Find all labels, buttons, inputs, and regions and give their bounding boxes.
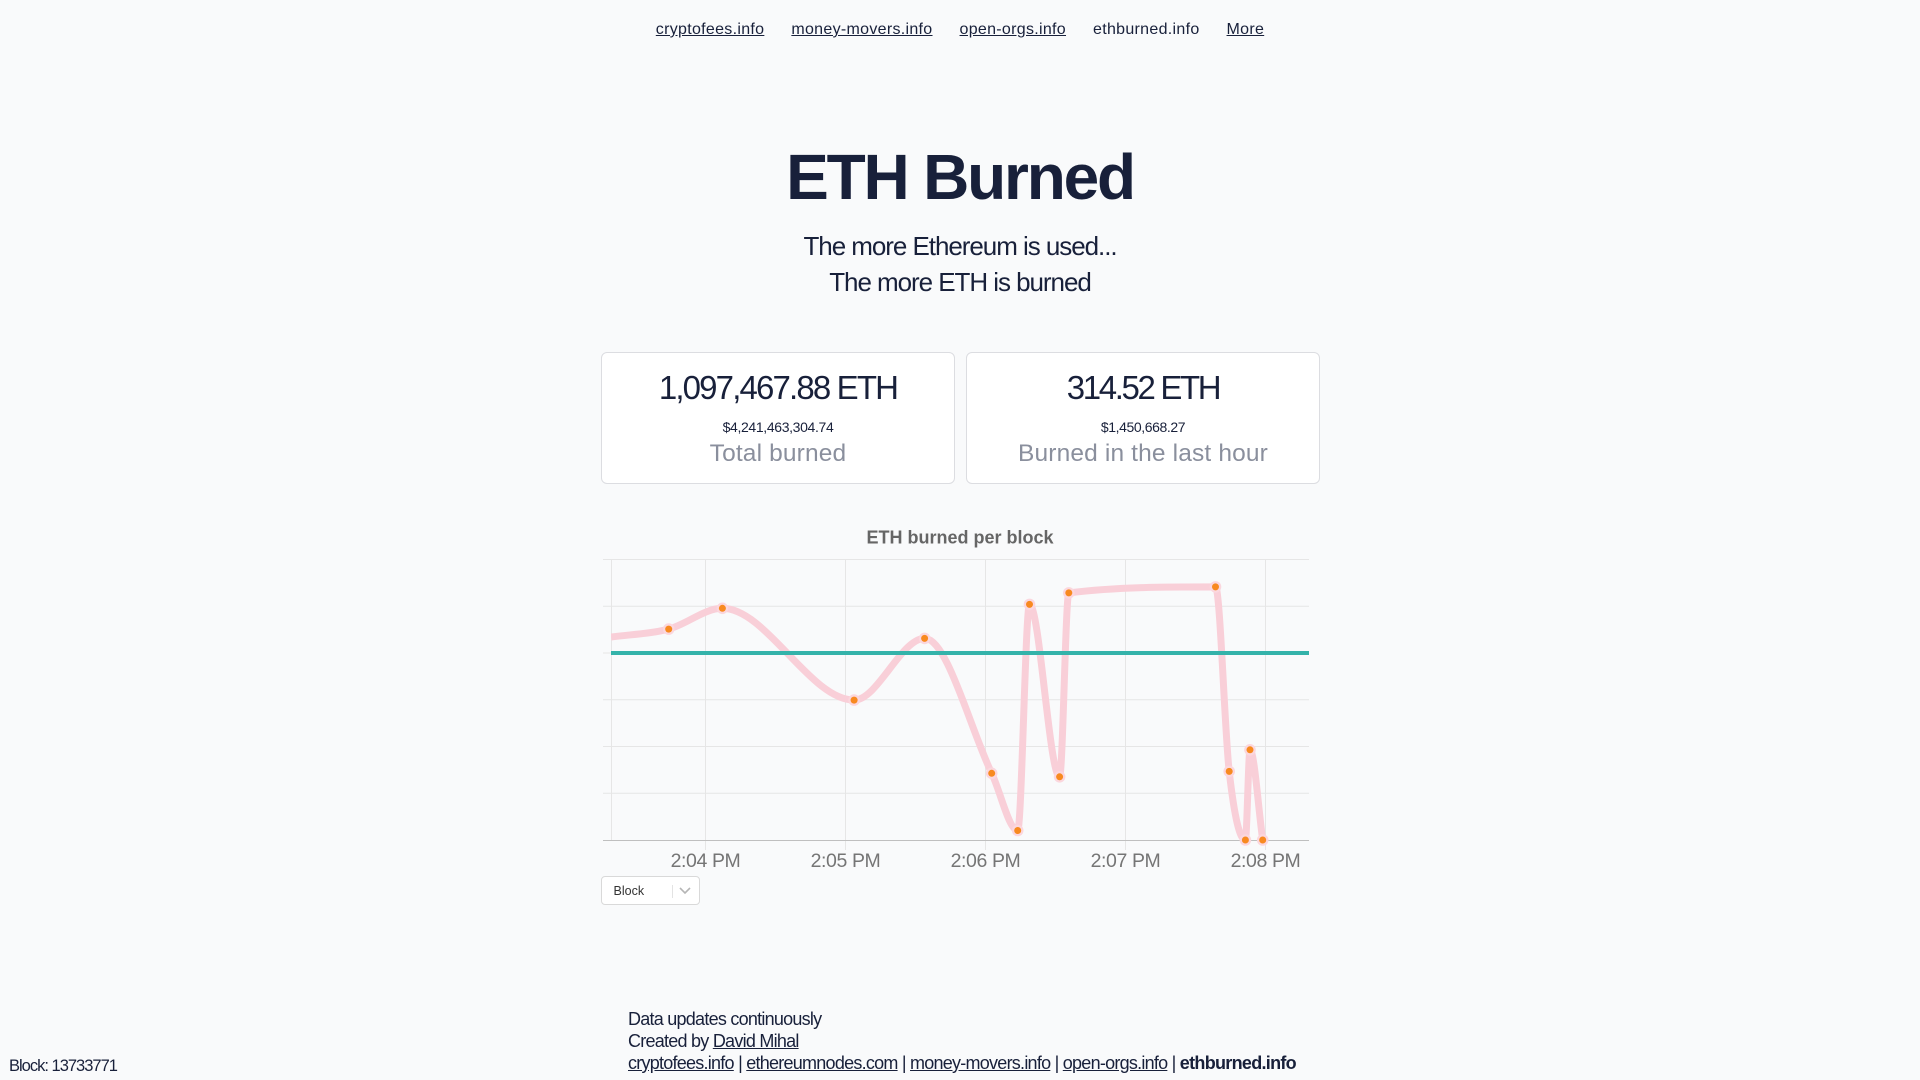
svg-text:2:08 PM: 2:08 PM [1231,850,1301,872]
svg-text:2:06 PM: 2:06 PM [951,850,1021,872]
svg-text:2:07 PM: 2:07 PM [1091,850,1161,872]
svg-text:ETH burned per block: ETH burned per block [866,528,1054,548]
svg-text:2:05 PM: 2:05 PM [811,850,881,872]
svg-text:2:04 PM: 2:04 PM [671,850,741,872]
